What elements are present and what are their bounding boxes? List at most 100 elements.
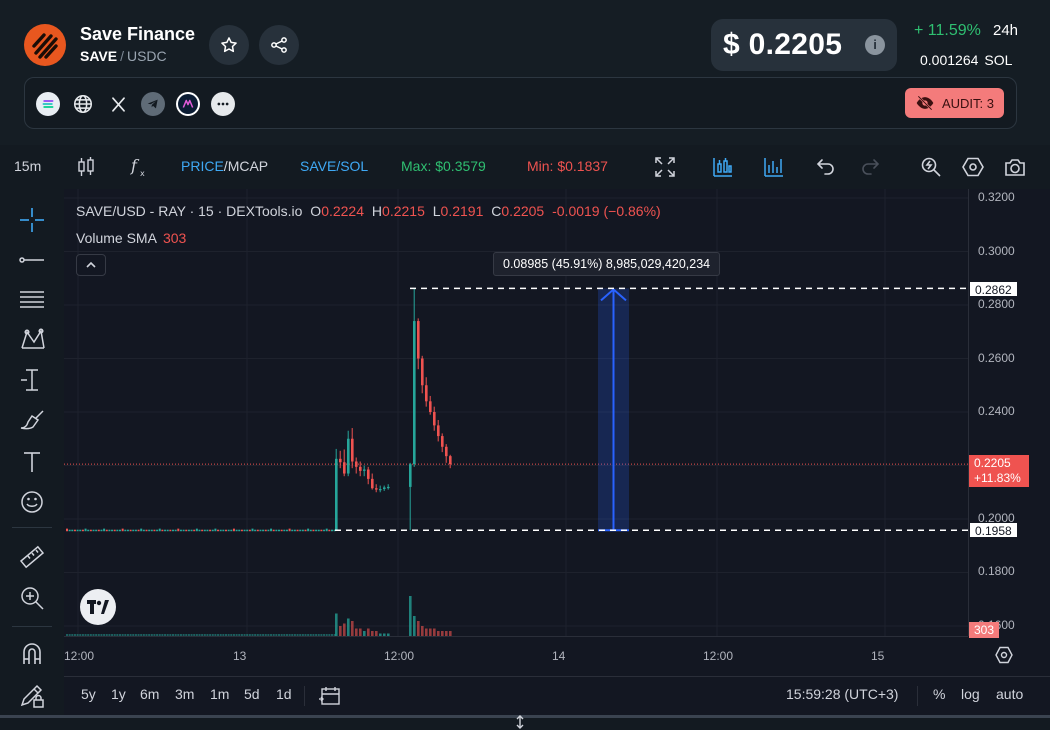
volume-bar-pre (68, 634, 71, 636)
range-1y[interactable]: 1y (111, 686, 126, 702)
brush-icon[interactable] (18, 406, 46, 434)
candle-pre (293, 529, 296, 532)
lock-drawings-icon[interactable] (18, 681, 46, 709)
settings-hex-icon[interactable] (961, 155, 985, 179)
candle-pre (275, 529, 278, 532)
candle-body (351, 438, 354, 462)
volume-bar-pre (299, 634, 302, 636)
volume-bar-pre (331, 634, 333, 636)
volume-bar-pre (111, 634, 114, 636)
candle-body (433, 412, 436, 426)
fullscreen-icon[interactable] (653, 155, 677, 179)
candle-pre (89, 529, 92, 532)
clock[interactable]: 15:59:28 (UTC+3) (786, 686, 899, 702)
volume-bar-pre (315, 634, 318, 636)
go-to-date-icon[interactable] (318, 685, 342, 707)
candle-pre (129, 529, 132, 532)
trend-line-icon[interactable] (18, 246, 46, 274)
collapse-legend-button[interactable] (76, 254, 106, 276)
website-icon[interactable] (71, 92, 95, 116)
volume-bar-pre (126, 634, 129, 636)
range-5d[interactable]: 5d (244, 686, 260, 702)
quick-search-icon[interactable] (919, 155, 943, 179)
chart-settings-icon[interactable] (994, 645, 1014, 665)
crosshair-icon[interactable] (18, 206, 46, 234)
volume-bar-pre (66, 634, 68, 636)
volume-bar-pre (174, 634, 177, 636)
price-axis[interactable]: 0.3200 0.3000 0.2800 0.2600 0.2400 0.200… (968, 189, 1050, 638)
undo-icon[interactable] (814, 155, 838, 179)
auto-toggle[interactable]: auto (996, 686, 1024, 702)
candle-type-icon[interactable] (74, 155, 98, 179)
pattern-icon[interactable] (18, 326, 46, 354)
log-toggle[interactable]: log (961, 686, 980, 702)
camera-icon[interactable] (1003, 155, 1027, 179)
solana-icon[interactable] (36, 92, 60, 116)
volume-bar-pre (103, 634, 106, 636)
text-tool-icon[interactable] (18, 448, 46, 476)
volume-bar (383, 633, 386, 636)
volume-bar-pre (203, 634, 206, 636)
fib-retracement-icon[interactable] (18, 286, 46, 314)
dextools-icon[interactable] (176, 92, 200, 116)
range-1m[interactable]: 1m (210, 686, 230, 702)
volume-bar-pre (259, 634, 262, 636)
legend-change: -0.0019 (−0.86%) (552, 203, 661, 219)
volume-bar-pre (256, 634, 259, 636)
volume-bar-pre (158, 634, 161, 636)
candle-pre (262, 529, 265, 532)
volume-bar-pre (291, 634, 294, 636)
volume-bar-pre (81, 634, 84, 636)
volume-bar-pre (209, 634, 212, 636)
range-1d[interactable]: 1d (276, 686, 292, 702)
x-twitter-icon[interactable] (106, 92, 130, 116)
more-icon[interactable] (211, 92, 235, 116)
share-button[interactable] (259, 25, 299, 65)
volume-bar (425, 628, 428, 636)
emoji-icon[interactable] (18, 488, 46, 516)
volume-bar-pre (243, 634, 246, 636)
zoom-in-icon[interactable] (18, 584, 46, 612)
volume-bar-pre (312, 634, 315, 636)
percent-toggle[interactable]: % (933, 686, 946, 702)
candle-pre (150, 529, 153, 532)
range-6m[interactable]: 6m (140, 686, 160, 702)
volume-bar-pre (161, 634, 164, 636)
candle-pre (140, 528, 143, 532)
candle-pre (87, 529, 90, 532)
volume-bar-pre (333, 634, 336, 636)
info-icon[interactable]: i (865, 35, 885, 55)
trades-icon[interactable] (711, 155, 735, 179)
redo-icon[interactable] (858, 155, 882, 179)
telegram-icon[interactable] (141, 92, 165, 116)
resize-handle[interactable] (0, 715, 1050, 730)
max-price: Max: $0.3579 (401, 158, 486, 174)
interval-selector[interactable]: 15m (14, 158, 42, 174)
range-5y[interactable]: 5y (81, 686, 96, 702)
volume-bar-pre (232, 634, 235, 636)
candle-pre (198, 529, 201, 532)
save-finance-logo-icon (24, 24, 66, 66)
volume-bar-pre (288, 634, 291, 636)
price-mcap-toggle[interactable]: PRICE/MCAP (181, 158, 269, 174)
measure-range-icon[interactable] (18, 366, 46, 394)
candle-body (335, 458, 338, 531)
candle-pre (206, 529, 209, 532)
chart-canvas[interactable] (64, 189, 968, 636)
tradingview-logo-icon[interactable] (80, 589, 116, 625)
volume-bar-pre (275, 634, 278, 636)
favorite-button[interactable] (209, 25, 249, 65)
price-chart[interactable]: SAVE/USD - RAY · 15 · DEXTools.io O0.222… (64, 189, 1050, 715)
volume-bar-pre (148, 634, 151, 636)
time-axis[interactable]: 12:00 13 12:00 14 12:00 15 (64, 636, 968, 676)
audit-badge[interactable]: AUDIT: 3 (904, 88, 1004, 118)
volume-value: 303 (162, 230, 187, 246)
ruler-icon[interactable] (18, 543, 46, 571)
range-3m[interactable]: 3m (175, 686, 195, 702)
magnet-icon[interactable] (18, 640, 46, 668)
volume-bar-pre (177, 634, 180, 636)
audit-label: AUDIT: 3 (941, 95, 994, 111)
volume-icon[interactable] (762, 155, 786, 179)
pair-toggle[interactable]: SAVE/SOL (300, 158, 369, 174)
